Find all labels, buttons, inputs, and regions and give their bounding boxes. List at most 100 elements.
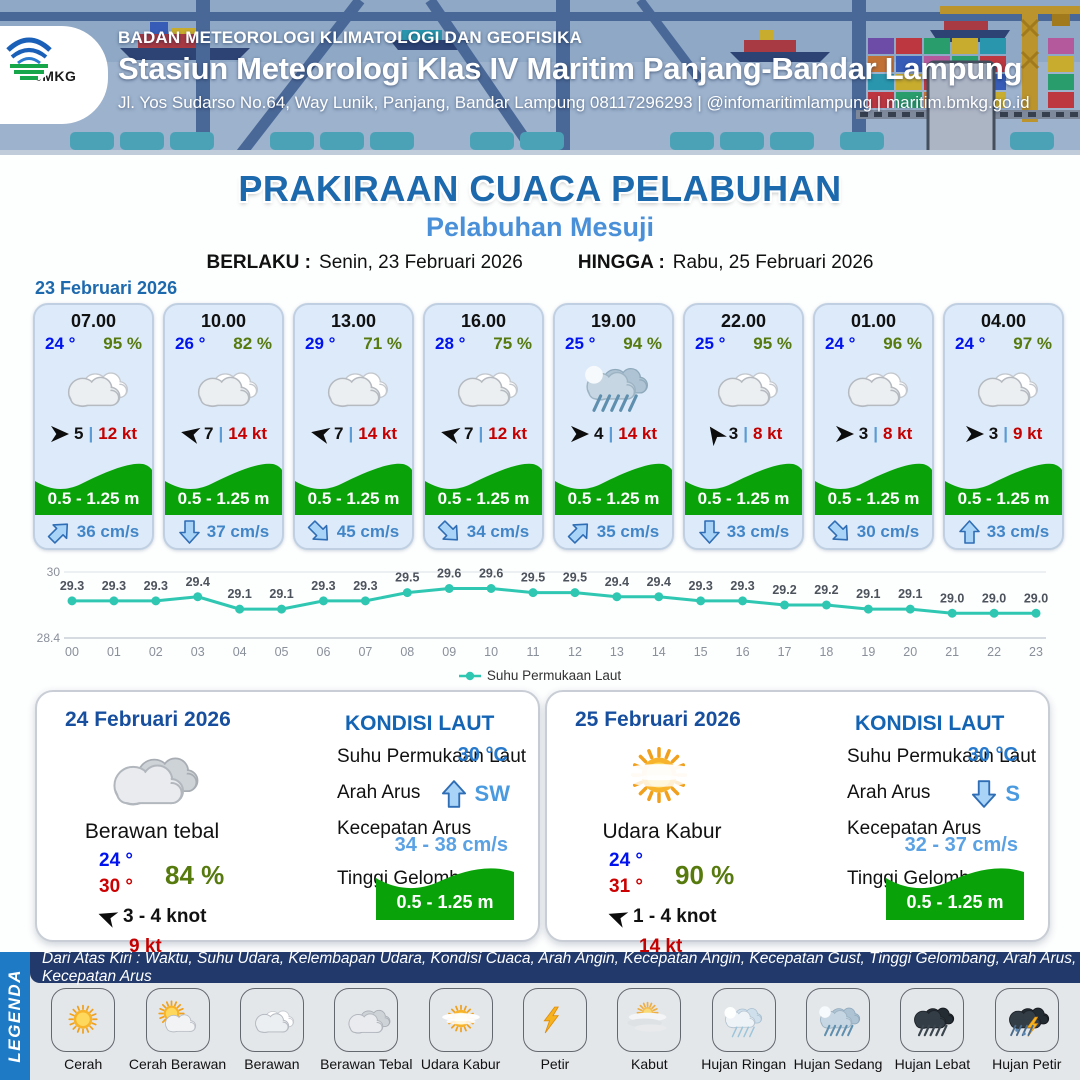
svg-text:05: 05 xyxy=(275,645,289,659)
valid-until: HINGGA : Rabu, 25 Februari 2026 xyxy=(578,252,874,274)
legend-item-label: Hujan Sedang xyxy=(793,1056,883,1072)
daily-wind-speed: 1 - 4 knot xyxy=(633,906,717,927)
svg-text:12: 12 xyxy=(568,645,582,659)
relative-humidity: 97 % xyxy=(1013,334,1052,353)
wind-row: 3 | 8 kt xyxy=(685,420,802,448)
station-address: Jl. Yos Sudarso No.64, Way Lunik, Panjan… xyxy=(118,93,1030,112)
forecast-time: 16.00 xyxy=(460,311,507,331)
wave-height: 0.5 - 1.25 m xyxy=(47,489,140,508)
forecast-time: 04.00 xyxy=(980,311,1027,331)
svg-text:30: 30 xyxy=(47,565,61,579)
legend-description: Dari Atas Kiri : Waktu, Suhu Udara, Kele… xyxy=(30,950,1080,985)
svg-text:08: 08 xyxy=(400,645,414,659)
current-direction-icon xyxy=(178,519,201,544)
current-row: 45 cm/s xyxy=(295,515,412,548)
wind-speed: 3 xyxy=(858,424,869,443)
wave-shape xyxy=(815,463,932,515)
air-temperature: 25 ° xyxy=(565,334,596,353)
current-direction-icon xyxy=(441,780,467,808)
weather-icon xyxy=(295,356,412,418)
wind-speed: 7 xyxy=(204,424,214,443)
wave-height: 0.5 - 1.25 m xyxy=(957,489,1050,508)
berawan-icon xyxy=(239,988,304,1052)
valid-from-value: Senin, 23 Februari 2026 xyxy=(319,252,523,273)
wind-row: 7 | 12 kt xyxy=(425,420,542,448)
weather-icon xyxy=(425,356,542,418)
legend-item: Kabut xyxy=(603,985,695,1080)
svg-text:29.4: 29.4 xyxy=(647,575,671,589)
legend-item-label: Cerah Berawan xyxy=(128,1056,227,1072)
wind-row: 4 | 14 kt xyxy=(555,420,672,448)
wind-row: 3 | 8 kt xyxy=(815,420,932,448)
daily-wind-row: 3 - 4 knot xyxy=(97,906,206,928)
wind-row: 7 | 14 kt xyxy=(165,420,282,448)
legend-item-label: Hujan Ringan xyxy=(701,1056,787,1072)
svg-text:29.3: 29.3 xyxy=(60,579,84,593)
wind-gust: 9 kt xyxy=(1012,424,1043,443)
legend-item: Cerah xyxy=(37,985,129,1080)
air-temperature: 24 ° xyxy=(825,334,856,353)
daily-temp-max: 31 ° xyxy=(609,876,644,897)
chart-legend-label: Suhu Permukaan Laut xyxy=(486,668,622,683)
legend-item: Udara Kabur xyxy=(415,985,507,1080)
kabut-icon xyxy=(617,988,682,1052)
current-direction-icon xyxy=(971,780,997,808)
svg-text:29.5: 29.5 xyxy=(521,571,545,585)
current-direction-value: SW xyxy=(441,780,510,808)
hujan-sedang-icon xyxy=(806,988,871,1052)
current-direction-label: Arah Arus xyxy=(847,782,931,803)
daily-forecast-card-24feb: 24 Februari 2026 Berawan tebal 24 ° 30 °… xyxy=(35,690,540,957)
svg-text:29.3: 29.3 xyxy=(353,579,377,593)
wave-height: 0.5 - 1.25 m xyxy=(697,489,790,508)
svg-text:11: 11 xyxy=(527,645,540,659)
legend-item-label: Berawan Tebal xyxy=(320,1056,413,1072)
current-row: 37 cm/s xyxy=(165,515,282,548)
legend-item-label: Cerah xyxy=(64,1056,103,1072)
current-speed: 35 cm/s xyxy=(596,521,660,541)
legend-item: Hujan Sedang xyxy=(792,985,884,1080)
legend-item: Berawan xyxy=(226,985,318,1080)
validity-row: BERLAKU : Senin, 23 Februari 2026 HINGGA … xyxy=(0,252,1080,274)
wind-direction-icon xyxy=(310,425,331,444)
svg-text:29.5: 29.5 xyxy=(563,571,587,585)
svg-text:29.1: 29.1 xyxy=(898,587,922,601)
current-direction-icon xyxy=(567,520,591,544)
gust-divider: | xyxy=(478,424,484,443)
current-direction-icon xyxy=(47,520,71,544)
daily-temp-min: 24 ° xyxy=(609,850,644,871)
wave-shape xyxy=(685,463,802,515)
current-direction-icon xyxy=(437,519,461,544)
legend-item-label: Berawan xyxy=(244,1056,300,1072)
sst-label: Suhu Permukaan Laut xyxy=(337,746,527,767)
sst-label: Suhu Permukaan Laut xyxy=(847,746,1037,767)
svg-text:10: 10 xyxy=(484,645,498,659)
svg-text:29.3: 29.3 xyxy=(689,579,713,593)
wave-height: 0.5 - 1.25 m xyxy=(307,489,400,508)
svg-text:04: 04 xyxy=(233,645,247,659)
wave-height: 0.5 - 1.25 m xyxy=(177,489,270,508)
daily-humidity: 90 % xyxy=(675,860,735,890)
wave-shape xyxy=(376,868,514,920)
current-speed: 34 cm/s xyxy=(466,521,530,541)
hourly-forecast-card: 07.00 24 ° 95 % 5 | 12 kt xyxy=(33,303,154,550)
svg-text:21: 21 xyxy=(945,645,959,659)
sst-value: 30 °C xyxy=(457,744,508,766)
daily-forecast-card-25feb: 25 Februari 2026 Udara Kabur 24 ° 31 ° 9… xyxy=(545,690,1050,957)
current-speed: 33 cm/s xyxy=(726,521,790,541)
daily-wind-gust: 14 kt xyxy=(639,936,683,957)
current-direction-label: Arah Arus xyxy=(337,782,421,803)
svg-text:29.6: 29.6 xyxy=(479,567,503,581)
current-direction-text: SW xyxy=(474,781,510,806)
wind-gust: 14 kt xyxy=(358,424,397,443)
legend-item-label: Hujan Petir xyxy=(992,1056,1062,1072)
svg-text:02: 02 xyxy=(149,645,163,659)
svg-text:07: 07 xyxy=(358,645,372,659)
current-speed-label: Kecepatan Arus xyxy=(337,818,472,839)
svg-text:29.2: 29.2 xyxy=(772,583,796,597)
svg-text:19: 19 xyxy=(861,645,875,659)
current-speed-label: Kecepatan Arus xyxy=(847,818,982,839)
air-temperature: 26 ° xyxy=(175,334,206,353)
air-temperature: 25 ° xyxy=(695,334,726,353)
wind-row: 3 | 9 kt xyxy=(945,420,1062,448)
daily-date: 25 Februari 2026 xyxy=(575,708,741,731)
